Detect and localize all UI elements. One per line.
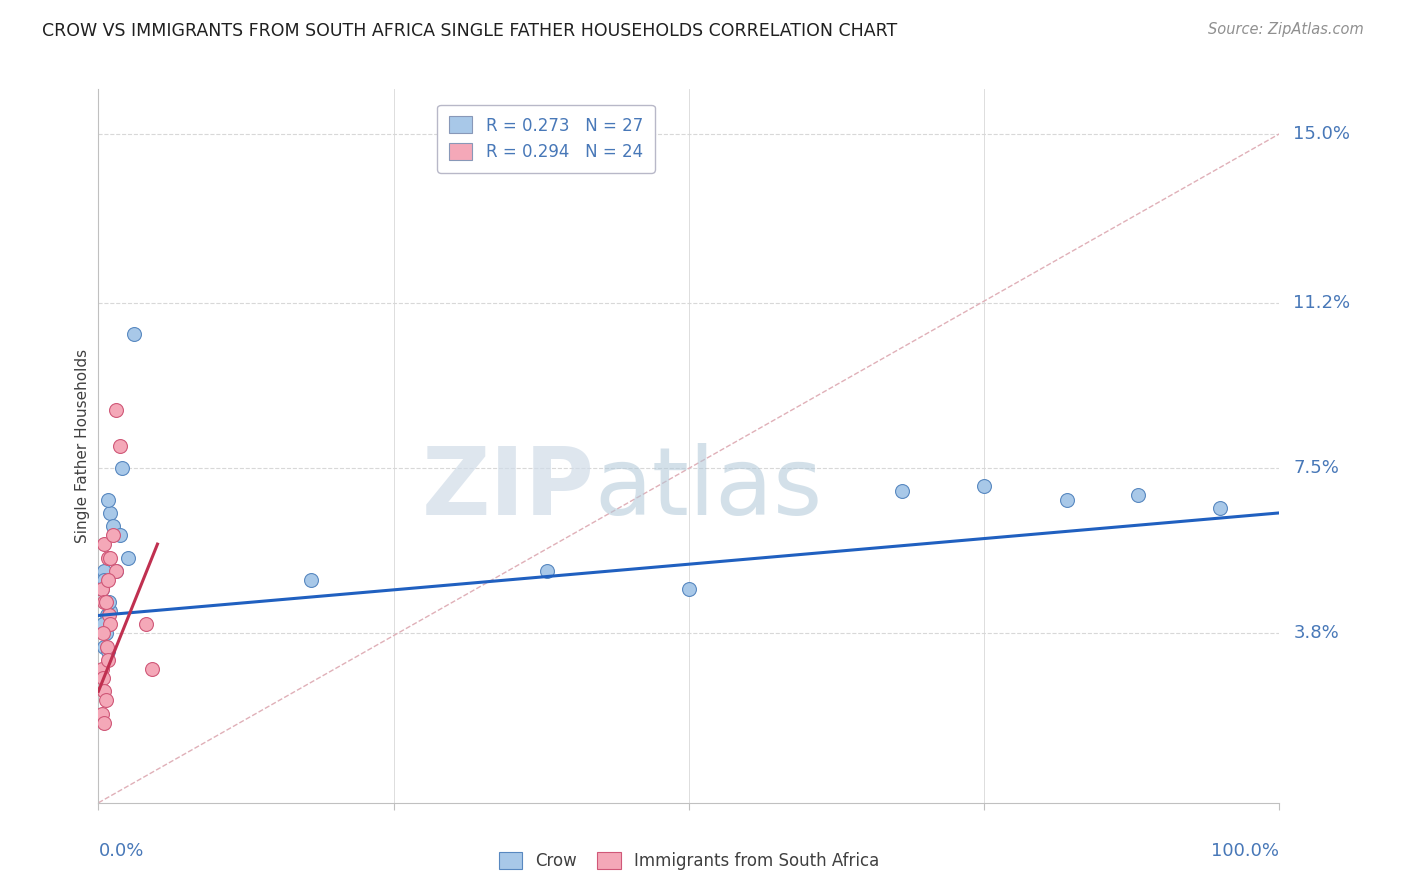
Point [97,492,120,507]
Point [91,662,114,676]
Point [101,519,124,533]
Point [299,573,322,587]
Text: atlas: atlas [595,442,823,535]
Point [94,595,117,609]
Point [98,595,121,609]
Text: CROW VS IMMIGRANTS FROM SOUTH AFRICA SINGLE FATHER HOUSEHOLDS CORRELATION CHART: CROW VS IMMIGRANTS FROM SOUTH AFRICA SIN… [42,22,897,40]
Point [93,715,115,730]
Point [122,327,145,342]
Point [91,626,114,640]
Point [678,582,700,596]
Point [536,564,558,578]
Text: 11.2%: 11.2% [1294,294,1351,312]
Point [98,604,121,618]
Point [91,706,114,721]
Point [1126,488,1149,502]
Point [96,640,118,654]
Point [97,653,120,667]
Point [94,693,117,707]
Point [93,684,115,698]
Point [890,483,912,498]
Text: ZIP: ZIP [422,442,595,535]
Point [94,626,117,640]
Text: 0.0%: 0.0% [98,842,143,860]
Point [93,573,115,587]
Point [105,564,128,578]
Point [91,582,114,596]
Point [97,644,120,658]
Point [93,564,115,578]
Point [91,671,114,685]
Point [117,550,139,565]
Point [105,403,128,417]
Point [98,608,121,623]
Point [93,595,115,609]
Point [1209,501,1232,516]
Point [97,573,120,587]
Point [91,617,114,632]
Point [98,506,121,520]
Text: 7.5%: 7.5% [1294,459,1340,477]
Point [105,564,128,578]
Point [93,640,115,654]
Point [94,595,117,609]
Point [93,537,115,551]
Point [111,461,134,475]
Point [135,617,157,632]
Legend: Crow, Immigrants from South Africa: Crow, Immigrants from South Africa [489,842,889,880]
Text: 15.0%: 15.0% [1294,125,1350,143]
Point [101,528,124,542]
Point [98,617,121,632]
Point [973,479,995,493]
Point [108,439,131,453]
Point [98,550,121,565]
Text: 3.8%: 3.8% [1294,624,1339,642]
Point [91,582,114,596]
Text: Source: ZipAtlas.com: Source: ZipAtlas.com [1208,22,1364,37]
Y-axis label: Single Father Households: Single Father Households [75,349,90,543]
Point [96,608,118,623]
Point [108,528,131,542]
Point [97,550,120,565]
Point [1056,492,1078,507]
Point [141,662,163,676]
Text: 100.0%: 100.0% [1212,842,1279,860]
